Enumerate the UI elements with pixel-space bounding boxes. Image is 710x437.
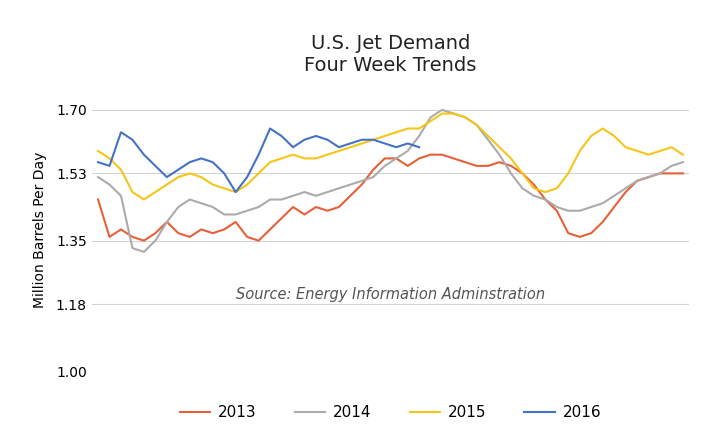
- 2016: [289, 145, 297, 150]
- Line: 2015: 2015: [98, 114, 683, 200]
- Line: 2013: 2013: [98, 155, 683, 241]
- 2013: [381, 156, 389, 161]
- 2015: [415, 126, 423, 131]
- 2016: [254, 152, 263, 157]
- 2016: [129, 137, 137, 142]
- 2013: [472, 163, 481, 169]
- 2014: [438, 107, 447, 112]
- 2015: [679, 152, 687, 157]
- 2015: [151, 189, 160, 194]
- 2014: [381, 163, 389, 169]
- Text: Source: Energy Information Adminstration: Source: Energy Information Adminstration: [236, 287, 545, 302]
- 2016: [94, 160, 102, 165]
- 2016: [312, 133, 320, 139]
- 2016: [174, 167, 182, 172]
- 2015: [381, 133, 389, 139]
- 2016: [346, 141, 354, 146]
- Y-axis label: Million Barrels Per Day: Million Barrels Per Day: [33, 151, 48, 308]
- 2013: [495, 160, 503, 165]
- 2013: [151, 231, 160, 236]
- 2014: [472, 122, 481, 128]
- Line: 2016: 2016: [98, 128, 419, 192]
- 2016: [209, 160, 217, 165]
- 2015: [438, 111, 447, 116]
- 2013: [312, 205, 320, 210]
- 2016: [231, 189, 240, 194]
- 2015: [495, 145, 503, 150]
- 2014: [495, 152, 503, 157]
- Legend: 2013, 2014, 2015, 2016: 2013, 2014, 2015, 2016: [173, 399, 608, 427]
- 2014: [415, 133, 423, 139]
- 2016: [151, 163, 160, 169]
- 2016: [323, 137, 332, 142]
- 2016: [415, 145, 423, 150]
- 2016: [163, 174, 171, 180]
- 2013: [427, 152, 435, 157]
- 2016: [243, 174, 251, 180]
- 2014: [151, 238, 160, 243]
- 2015: [472, 122, 481, 128]
- 2016: [140, 152, 148, 157]
- 2014: [312, 193, 320, 198]
- 2016: [369, 137, 378, 142]
- 2016: [381, 141, 389, 146]
- 2016: [116, 130, 125, 135]
- 2016: [300, 137, 309, 142]
- 2016: [185, 160, 194, 165]
- Line: 2014: 2014: [98, 110, 683, 252]
- 2015: [140, 197, 148, 202]
- 2016: [105, 163, 114, 169]
- 2014: [94, 174, 102, 180]
- 2013: [415, 156, 423, 161]
- 2016: [266, 126, 274, 131]
- 2016: [220, 171, 229, 176]
- 2016: [392, 145, 400, 150]
- 2016: [403, 141, 412, 146]
- 2015: [312, 156, 320, 161]
- 2016: [334, 145, 343, 150]
- 2013: [94, 197, 102, 202]
- Title: U.S. Jet Demand
Four Week Trends: U.S. Jet Demand Four Week Trends: [305, 34, 476, 75]
- 2015: [94, 148, 102, 153]
- 2013: [140, 238, 148, 243]
- 2016: [358, 137, 366, 142]
- 2014: [679, 160, 687, 165]
- 2013: [679, 171, 687, 176]
- 2016: [278, 133, 286, 139]
- 2016: [197, 156, 205, 161]
- 2014: [140, 249, 148, 254]
